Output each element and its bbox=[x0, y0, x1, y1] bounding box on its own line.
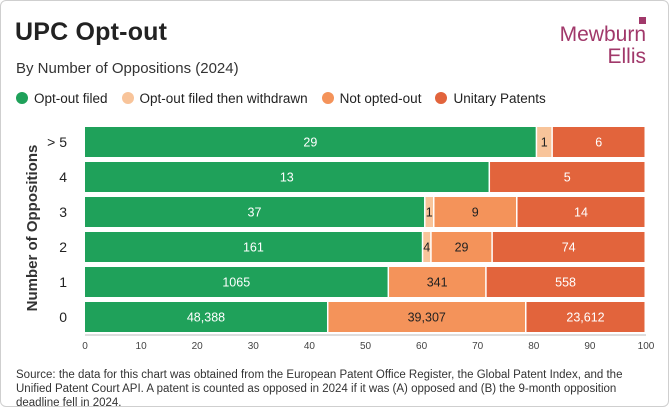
data-label: 1 bbox=[541, 136, 548, 150]
bar-segment bbox=[552, 127, 645, 157]
source-note: Source: the data for this chart was obta… bbox=[16, 369, 623, 409]
bar-segment bbox=[423, 232, 431, 262]
y-tick-label: > 5 bbox=[47, 134, 67, 150]
y-tick-label: 4 bbox=[59, 169, 67, 185]
legend-label: Opt-out filed then withdrawn bbox=[139, 90, 308, 106]
bar-segment bbox=[537, 127, 552, 157]
x-tick-label: 20 bbox=[192, 341, 204, 352]
x-tick-label: 70 bbox=[472, 341, 484, 352]
data-label: 14 bbox=[574, 206, 588, 220]
legend-dot-icon bbox=[16, 92, 28, 104]
data-label: 341 bbox=[427, 276, 448, 290]
data-label: 1 bbox=[426, 206, 433, 220]
mewburn-ellis-logo: Mewburn Ellis bbox=[536, 17, 646, 68]
x-tick-label: 40 bbox=[304, 341, 316, 352]
bar-segment bbox=[490, 162, 645, 192]
data-label: 5 bbox=[564, 171, 571, 185]
legend-item-unitary-patents: Unitary Patents bbox=[435, 90, 546, 106]
data-label: 161 bbox=[243, 241, 264, 255]
legend-item-withdrawn: Opt-out filed then withdrawn bbox=[121, 90, 308, 106]
x-tick-label: 0 bbox=[82, 341, 88, 352]
data-label: 558 bbox=[555, 276, 576, 290]
legend-dot-icon bbox=[435, 92, 448, 104]
data-label: 39,307 bbox=[408, 311, 446, 325]
x-tick-label: 10 bbox=[136, 341, 148, 352]
bar-segment bbox=[85, 162, 489, 192]
data-label: 37 bbox=[248, 206, 262, 220]
y-tick-label: 3 bbox=[59, 204, 67, 220]
stacked-bar-chart: Number of Oppositions> 5 29 1 64 13 53 37 1 9 142… bbox=[24, 127, 655, 352]
data-label: 6 bbox=[595, 136, 602, 150]
y-tick-label: 1 bbox=[59, 274, 67, 290]
x-tick-label: 50 bbox=[360, 341, 372, 352]
bar-segment bbox=[328, 302, 526, 332]
data-label: 9 bbox=[472, 206, 479, 220]
x-tick-label: 30 bbox=[248, 341, 260, 352]
legend-item-not-opted-out: Not opted-out bbox=[321, 90, 422, 106]
data-label: 13 bbox=[280, 171, 294, 185]
legend-item-opt-out-filed: Opt-out filed bbox=[16, 91, 108, 106]
data-label: 1065 bbox=[222, 276, 250, 290]
y-axis-label: Number of Oppositions bbox=[24, 145, 41, 312]
bar-segment bbox=[517, 197, 645, 227]
bar-segment bbox=[425, 197, 434, 227]
bar-segment bbox=[486, 267, 645, 297]
data-label: 74 bbox=[562, 241, 576, 255]
logo-line-1: Mewburn bbox=[559, 23, 646, 46]
bar-segment bbox=[492, 232, 645, 262]
bar-segment bbox=[526, 302, 645, 332]
x-tick-label: 90 bbox=[584, 341, 596, 352]
data-label: 23,612 bbox=[566, 311, 604, 325]
data-label: 29 bbox=[455, 241, 469, 255]
bar-segment bbox=[85, 302, 327, 332]
bar-segment bbox=[389, 267, 486, 297]
x-tick-label: 60 bbox=[416, 341, 428, 352]
legend-label: Opt-out filed bbox=[34, 90, 108, 106]
chart-subtitle: By Number of Oppositions (2024) bbox=[16, 60, 239, 77]
chart-title: UPC Opt-out bbox=[15, 18, 168, 46]
legend-dot-icon bbox=[121, 92, 134, 104]
chart-legend: Opt-out filed Opt-out filed then withdra… bbox=[16, 89, 560, 107]
y-tick-label: 2 bbox=[59, 239, 67, 255]
bar-segment bbox=[434, 197, 517, 227]
bar-segment bbox=[85, 197, 425, 227]
logo-line-2: Ellis bbox=[607, 45, 646, 68]
data-label: 4 bbox=[423, 241, 430, 255]
bar-segment bbox=[85, 127, 536, 157]
legend-label: Not opted-out bbox=[339, 90, 422, 106]
legend-dot-icon bbox=[321, 92, 334, 104]
bar-segment bbox=[85, 267, 388, 297]
x-tick-label: 80 bbox=[528, 341, 540, 352]
data-label: 48,388 bbox=[187, 311, 225, 325]
legend-label: Unitary Patents bbox=[453, 90, 546, 106]
bar-segment bbox=[431, 232, 492, 262]
bar-segment bbox=[85, 232, 422, 262]
data-label: 29 bbox=[303, 136, 317, 150]
logo-mark-icon bbox=[639, 17, 646, 24]
y-tick-label: 0 bbox=[59, 309, 67, 325]
x-tick-label: 100 bbox=[638, 341, 655, 352]
